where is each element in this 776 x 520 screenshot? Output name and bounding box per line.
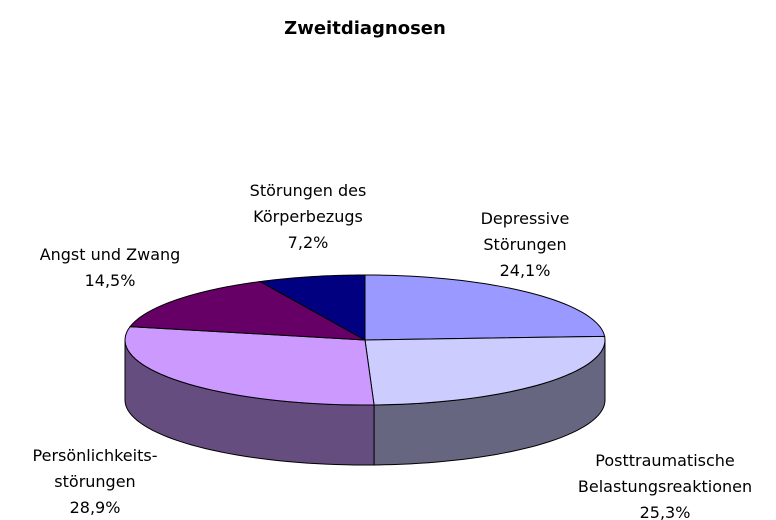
pie-slice bbox=[129, 281, 366, 341]
chart-title: Zweitdiagnosen bbox=[284, 18, 446, 39]
category-label: Persönlichkeits-störungen bbox=[33, 446, 158, 491]
category-label: Posttraumatische Belastungsreaktionen bbox=[578, 451, 752, 496]
value-label: 24,1% bbox=[500, 261, 551, 280]
value-label: 14,5% bbox=[85, 271, 136, 290]
value-label: 25,3% bbox=[640, 503, 691, 520]
pie-slice bbox=[258, 274, 366, 341]
pie-slice bbox=[364, 274, 606, 341]
category-label: Angst und Zwang bbox=[40, 245, 181, 264]
category-label: Störungen des Körperbezugs bbox=[250, 181, 367, 226]
category-label: Depressive Störungen bbox=[481, 209, 570, 254]
value-label: 28,9% bbox=[70, 498, 121, 517]
value-label: 7,2% bbox=[288, 233, 329, 252]
pie-slice bbox=[124, 326, 375, 406]
pie-slice bbox=[364, 335, 606, 406]
